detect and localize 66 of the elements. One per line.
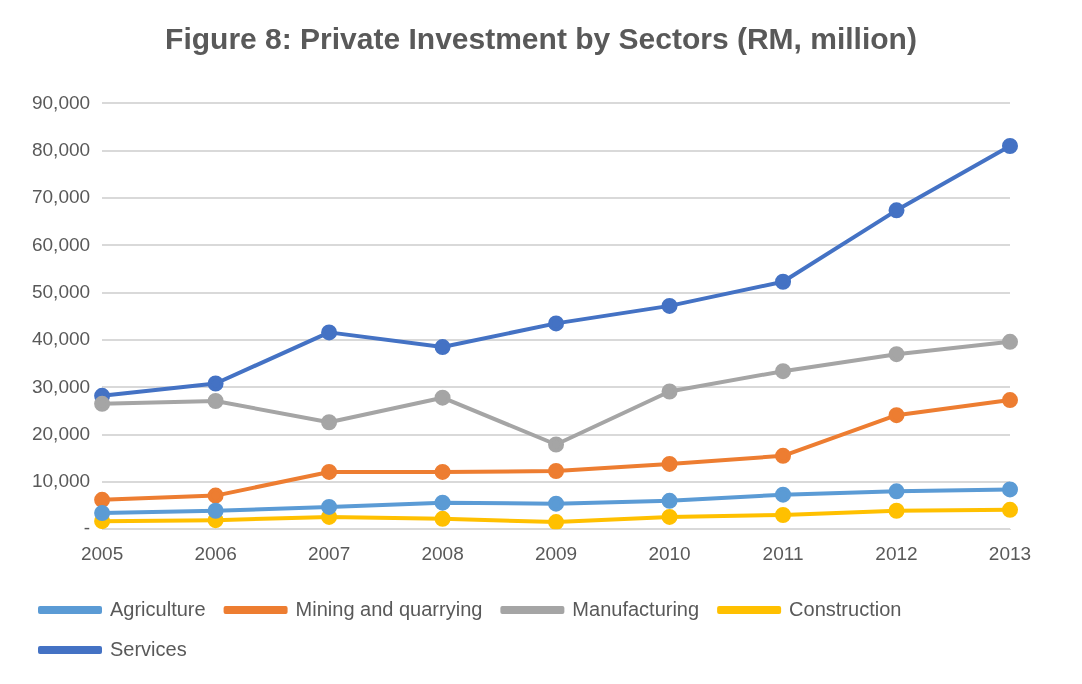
- point: [207, 392, 224, 409]
- point: [888, 346, 905, 363]
- point: [661, 297, 678, 314]
- point: [661, 383, 678, 400]
- point: [434, 463, 451, 480]
- point: [775, 447, 792, 464]
- x-tick-label: 2012: [875, 542, 918, 564]
- x-tick-label: 2006: [194, 542, 237, 564]
- point: [207, 502, 224, 519]
- legend-label: Services: [110, 637, 187, 660]
- point: [321, 498, 338, 515]
- y-tick-label: -: [83, 517, 91, 539]
- legend-label: Agriculture: [110, 597, 206, 620]
- point: [207, 487, 224, 504]
- legend-label: Mining and quarrying: [295, 597, 483, 620]
- point: [661, 492, 678, 509]
- point: [434, 339, 451, 356]
- point: [775, 486, 792, 503]
- y-tick-label: 40,000: [31, 328, 91, 350]
- x-tick-label: 2007: [307, 542, 351, 564]
- y-tick-label: 30,000: [31, 375, 91, 397]
- y-tick-label: 70,000: [31, 186, 91, 208]
- point: [94, 491, 111, 508]
- point: [1002, 392, 1018, 409]
- point: [434, 494, 451, 511]
- point: [661, 455, 678, 472]
- point: [888, 502, 905, 519]
- x-tick-label: 2009: [534, 542, 578, 564]
- point: [548, 436, 565, 453]
- point: [888, 483, 905, 500]
- point: [888, 202, 905, 219]
- y-tick-label: 10,000: [31, 470, 91, 492]
- point: [434, 389, 451, 406]
- point: [548, 463, 565, 480]
- point: [775, 273, 792, 290]
- x-tick-label: 2005: [80, 542, 124, 564]
- point: [94, 395, 111, 412]
- point: [775, 507, 792, 524]
- y-tick-label: 50,000: [31, 280, 91, 302]
- point: [1002, 137, 1018, 154]
- point: [434, 510, 451, 527]
- point: [775, 363, 792, 380]
- x-tick-label: 2010: [648, 542, 691, 564]
- x-tick-label: 2011: [762, 542, 804, 564]
- legend-label: Manufacturing: [572, 597, 700, 620]
- point: [321, 414, 338, 431]
- point: [321, 324, 338, 341]
- y-tick-label: 60,000: [31, 233, 91, 255]
- point: [207, 375, 224, 392]
- chart-title: Figure 8: Private Investment by Sectors (RM, million): [164, 22, 918, 56]
- point: [1002, 481, 1018, 498]
- point: [888, 407, 905, 424]
- point: [548, 315, 565, 332]
- point: [548, 514, 565, 530]
- point: [548, 495, 565, 512]
- point: [1002, 333, 1018, 350]
- x-tick-label: 2013: [988, 542, 1032, 564]
- y-tick-label: 90,000: [31, 91, 91, 113]
- point: [1002, 501, 1018, 518]
- point: [94, 505, 111, 522]
- point: [321, 463, 338, 480]
- legend-label: Construction: [789, 597, 902, 620]
- point: [661, 508, 678, 525]
- y-tick-label: 20,000: [31, 422, 91, 444]
- y-tick-label: 80,000: [31, 138, 91, 160]
- x-tick-label: 2008: [421, 542, 464, 564]
